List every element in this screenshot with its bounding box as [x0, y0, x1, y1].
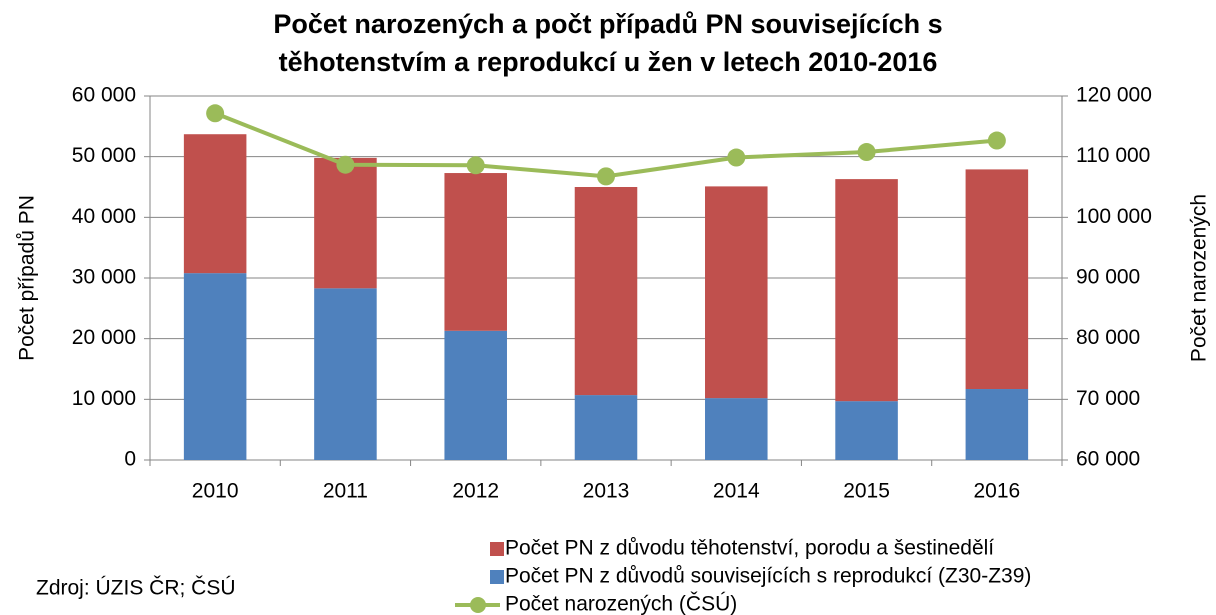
y-axis-title: Počet případů PN	[16, 195, 39, 361]
y2-tick-label: 60 000	[1076, 448, 1140, 471]
chart-title: Počet narozených a počt případů PN souvi…	[273, 9, 942, 39]
x-tick-label: 2011	[323, 480, 368, 503]
y-tick-label: 10 000	[72, 387, 136, 410]
bar-segment	[835, 179, 898, 402]
bar-segment	[705, 398, 768, 460]
y-tick-label: 50 000	[72, 144, 136, 167]
bar-segment	[314, 157, 377, 289]
chart-title: těhotenstvím a reprodukcí u žen v letech…	[279, 47, 938, 77]
line-marker	[987, 131, 1006, 150]
legend-swatch	[490, 570, 504, 584]
y-tick-label: 0	[124, 448, 136, 471]
x-tick-label: 2015	[843, 480, 890, 503]
line-marker	[727, 148, 746, 167]
bar-segment	[574, 395, 638, 460]
y2-tick-label: 80 000	[1076, 326, 1140, 349]
bar-segment	[705, 186, 768, 399]
bar-segment	[574, 187, 638, 396]
legend-label: Počet PN z důvodu těhotenství, porodu a …	[505, 537, 994, 560]
y-tick-label: 40 000	[72, 205, 136, 228]
x-tick-label: 2010	[192, 480, 239, 503]
y2-tick-label: 90 000	[1076, 266, 1140, 289]
legend-swatch	[490, 542, 504, 556]
x-tick-label: 2016	[973, 480, 1020, 503]
bar-segment	[965, 389, 1029, 460]
line-marker	[466, 156, 485, 175]
bar-segment	[183, 134, 247, 274]
bar-segment	[835, 401, 898, 460]
y-tick-label: 30 000	[72, 266, 136, 289]
bar-segment	[444, 173, 507, 331]
y-tick-label: 60 000	[72, 84, 136, 107]
y2-axis-title: Počet narozených	[1188, 194, 1211, 362]
line-marker	[206, 104, 225, 123]
bar-segment	[183, 273, 247, 460]
line-marker	[336, 155, 355, 174]
bar-segment	[314, 288, 377, 460]
y2-tick-label: 110 000	[1076, 144, 1150, 167]
x-tick-label: 2014	[713, 480, 760, 503]
bar-segment	[965, 169, 1029, 390]
y2-tick-label: 120 000	[1076, 84, 1152, 107]
y2-tick-label: 70 000	[1076, 387, 1140, 410]
bar-segment	[444, 330, 507, 460]
x-tick-label: 2012	[452, 480, 499, 503]
line-marker	[597, 167, 615, 186]
legend-label: Počet PN z důvodů souvisejících s reprod…	[505, 565, 1031, 588]
legend-swatch	[470, 597, 486, 613]
source-note: Zdroj: ÚZIS ČR; ČSÚ	[36, 577, 236, 600]
x-tick-label: 2013	[583, 480, 630, 503]
y2-tick-label: 100 000	[1076, 205, 1152, 228]
line-marker	[857, 143, 876, 162]
legend-label: Počet narozených (ČSÚ)	[505, 593, 737, 615]
y-tick-label: 20 000	[72, 326, 136, 349]
